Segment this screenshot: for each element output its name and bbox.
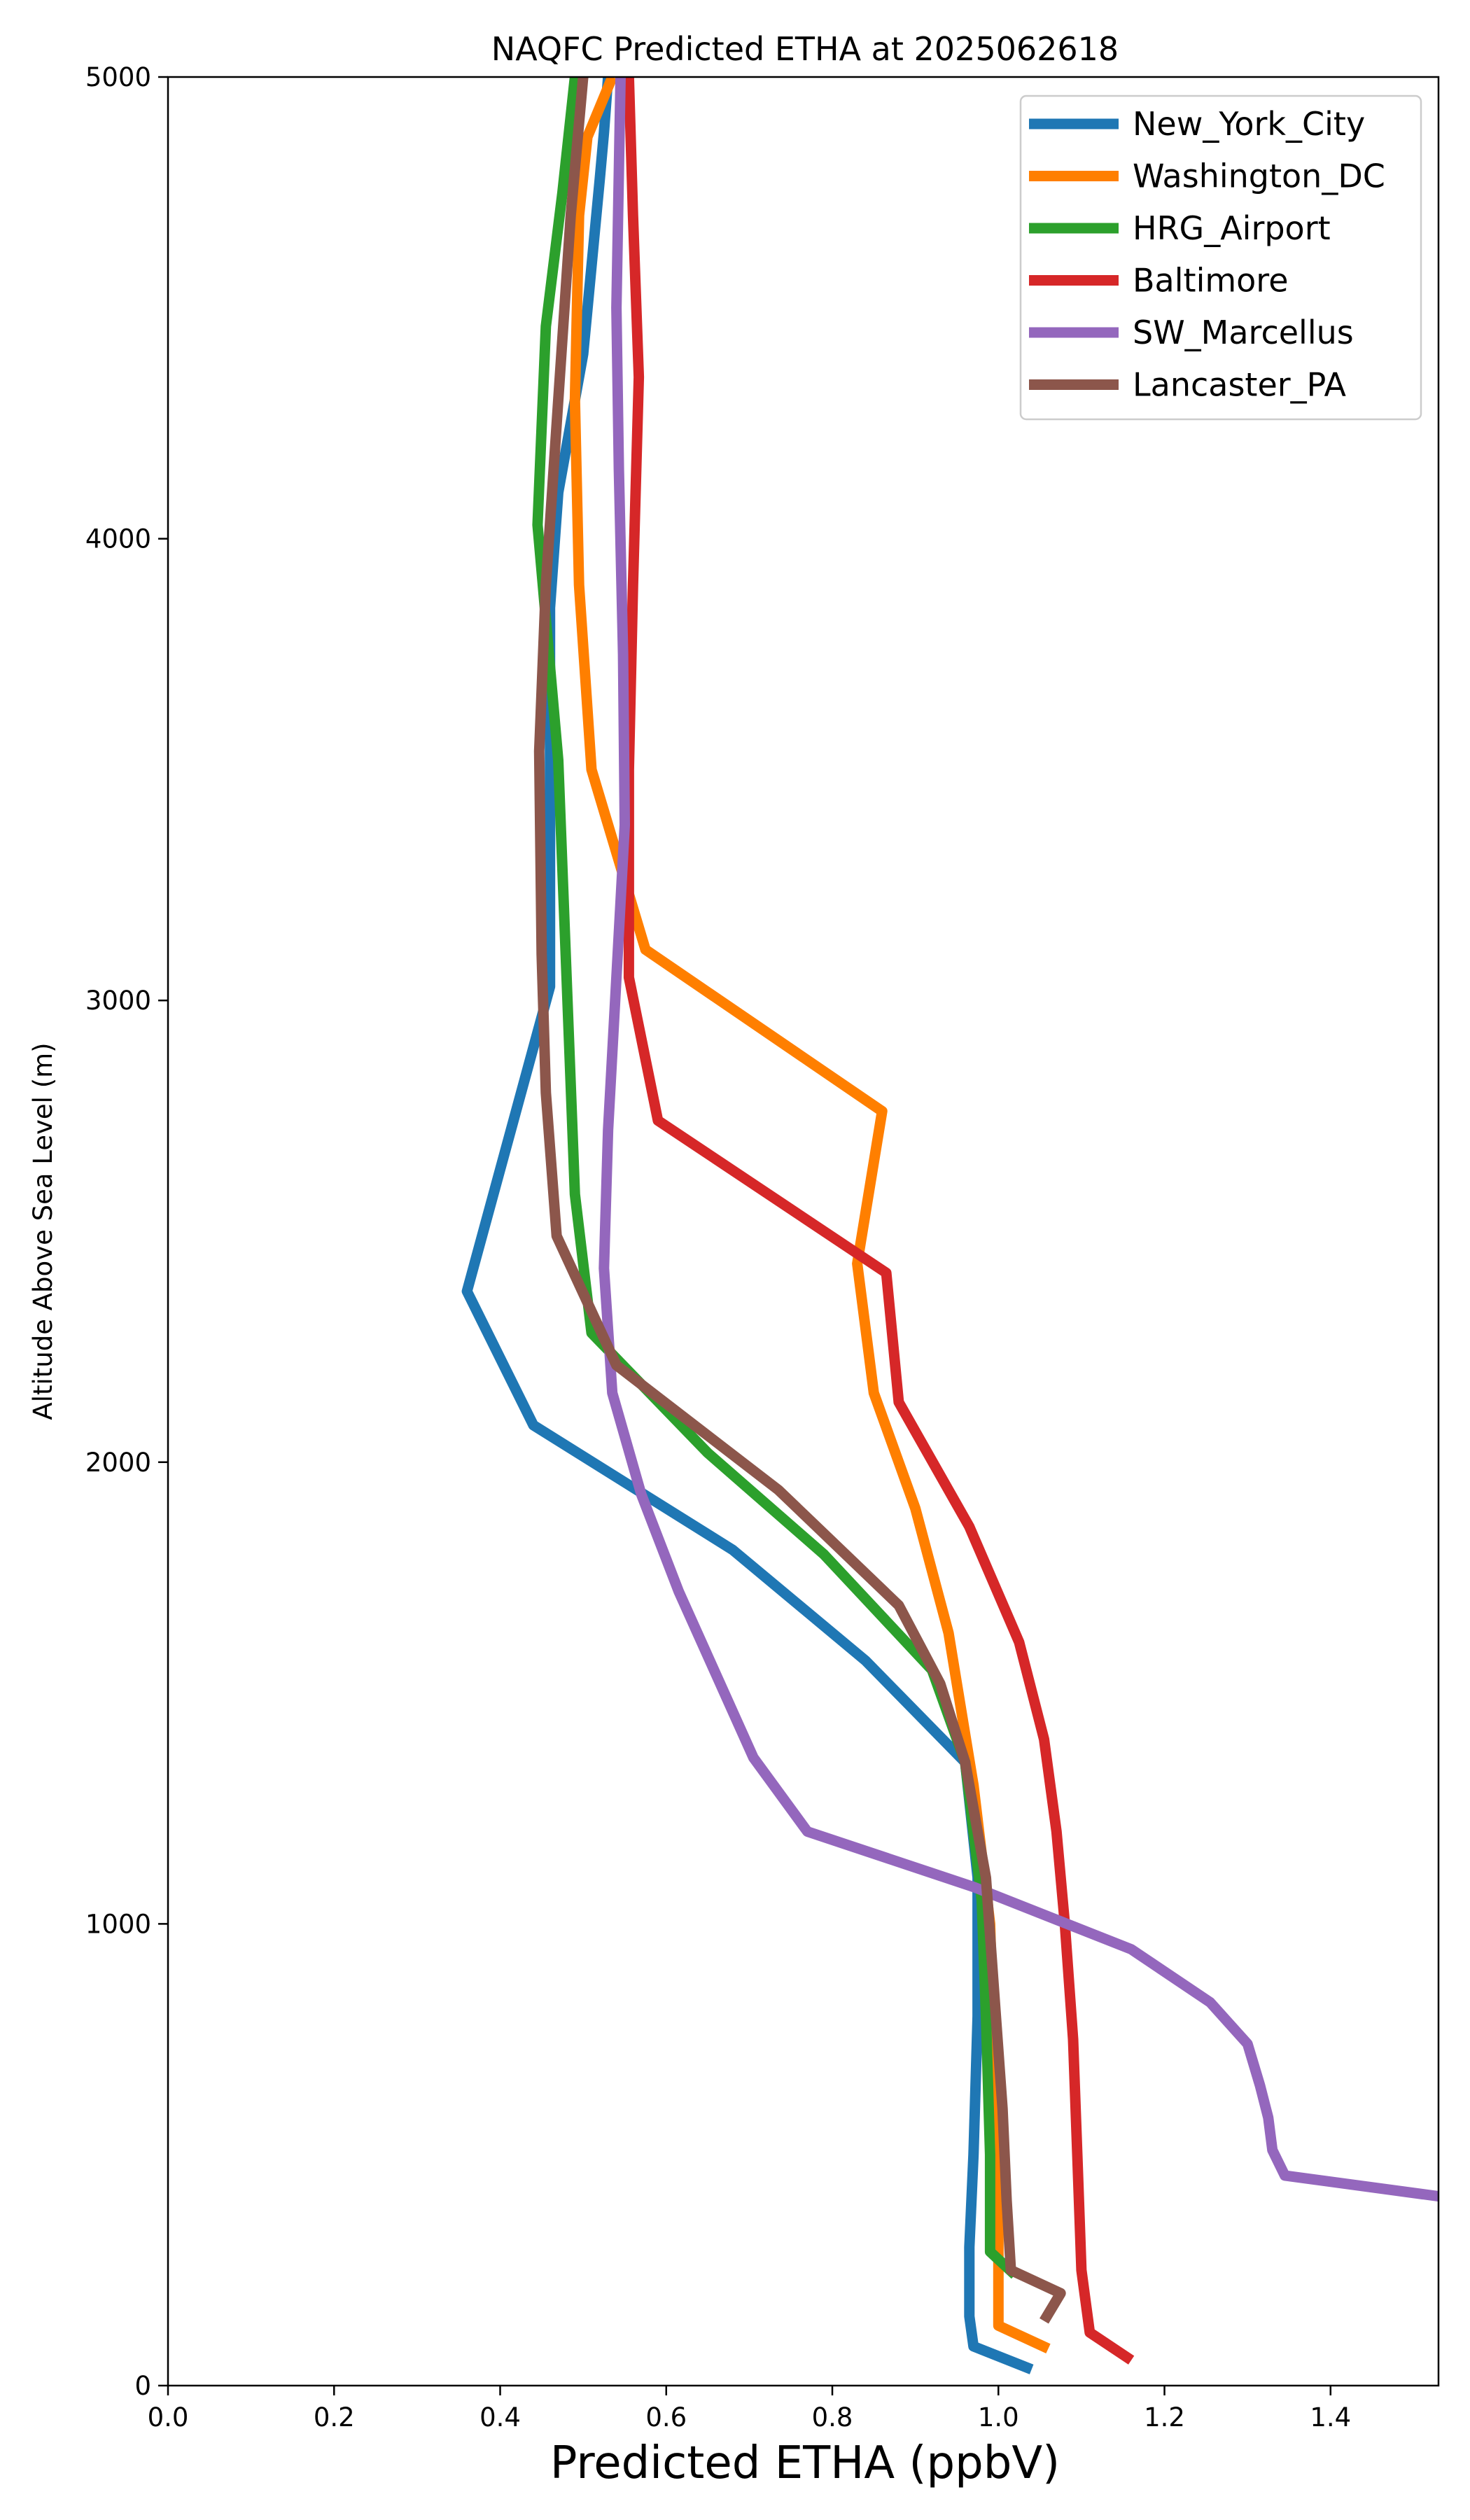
y-tick-label: 3000 xyxy=(85,986,151,1016)
x-tick-label: 1.2 xyxy=(1144,2402,1185,2432)
legend-label-washington-dc: Washington_DC xyxy=(1133,158,1385,195)
x-tick-label: 1.0 xyxy=(978,2402,1019,2432)
legend: New_York_City Washington_DC HRG_Airport Bal… xyxy=(1019,94,1422,421)
y-tick-label: 2000 xyxy=(85,1448,151,1478)
x-tick-label: 0.6 xyxy=(645,2402,687,2432)
y-axis-ticks: 0 1000 2000 3000 4000 5000 xyxy=(85,62,168,2401)
plot-frame xyxy=(167,76,1440,2387)
series-layer xyxy=(461,77,1438,2374)
x-tick-label: 0.4 xyxy=(479,2402,521,2432)
x-axis-ticks: 0.0 0.2 0.4 0.6 0.8 1.0 1.2 1.4 xyxy=(148,2386,1351,2432)
x-tick-label: 0.2 xyxy=(314,2402,355,2432)
y-tick-label: 4000 xyxy=(85,524,151,554)
legend-label-sw-marcellus: SW_Marcellus xyxy=(1133,314,1354,351)
series-line-baltimore xyxy=(623,77,1135,2365)
series-line-sw-marcellus xyxy=(598,77,1438,2202)
y-axis-label: Altitude Above Sea Level (m) xyxy=(28,1042,58,1420)
x-tick-label: 0.0 xyxy=(148,2402,189,2432)
legend-label-baltimore: Baltimore xyxy=(1133,262,1289,300)
legend-label-lancaster-pa: Lancaster_PA xyxy=(1133,366,1346,404)
y-tick-label: 0 xyxy=(134,2371,151,2401)
series-line-washington-dc xyxy=(569,77,1051,2354)
legend-box xyxy=(1019,94,1422,421)
series-line-lancaster-pa xyxy=(533,77,1066,2324)
y-tick-label: 1000 xyxy=(85,1909,151,1939)
y-tick-label: 5000 xyxy=(85,62,151,92)
legend-label-new-york-city: New_York_City xyxy=(1133,105,1365,143)
x-tick-label: 1.4 xyxy=(1310,2402,1351,2432)
series-line-hrg-airport xyxy=(532,77,1019,2279)
legend-label-hrg-airport: HRG_Airport xyxy=(1133,209,1331,247)
chart-title: NAQFC Predicted ETHA at 2025062618 xyxy=(491,30,1119,68)
x-tick-label: 0.8 xyxy=(812,2402,853,2432)
x-axis-label: Predicted ETHA (ppbV) xyxy=(550,2437,1060,2489)
